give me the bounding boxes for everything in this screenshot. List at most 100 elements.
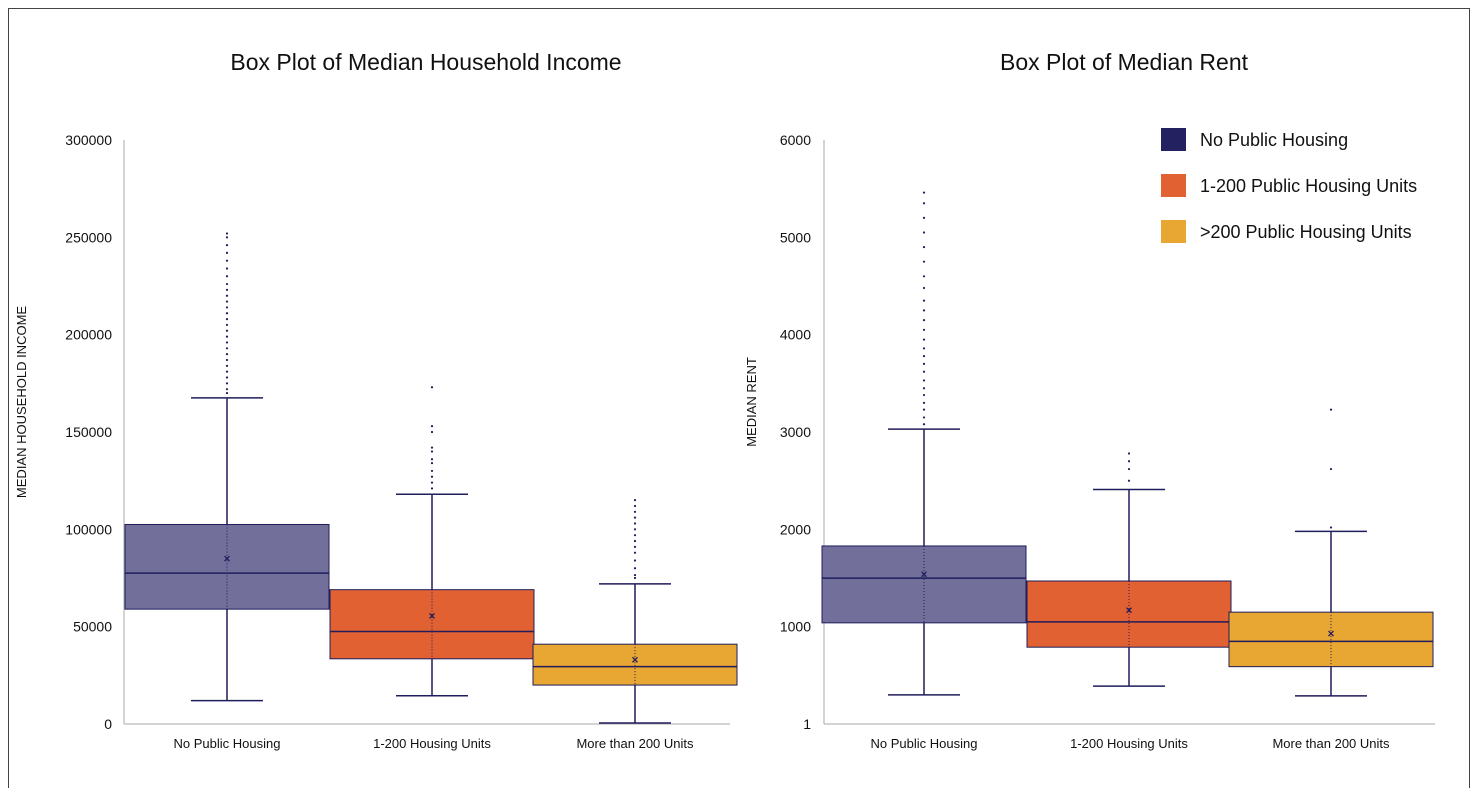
rent-outlier-point [922,379,926,382]
rent-box-group [1228,408,1434,697]
rent-outlier-point [922,318,926,322]
rent-outlier-point [922,328,926,331]
rent-outlier-point [1329,467,1333,471]
rent-mean-marker [1126,607,1132,614]
income-outlier-point [225,312,229,315]
income-outlier-point [225,376,229,379]
rent-mean-marker [1328,630,1334,637]
income-outlier-point [225,341,229,344]
rent-y-tick-label: 3000 [780,424,811,440]
rent-outlier-point [922,260,926,263]
income-outlier-point [430,386,434,389]
income-outlier-point [430,462,434,465]
rent-outlier-point [1127,460,1131,463]
rent-boxes [821,191,1434,697]
income-outlier-point [633,576,637,580]
rent-y-tick-label: 5000 [780,229,811,245]
rent-outlier-point [922,245,926,249]
rent-mean-marker [921,571,927,578]
income-outlier-point [430,458,434,461]
income-x-ticks: No Public Housing 1-200 Housing Units More… [174,736,695,751]
income-outlier-point [225,294,229,297]
income-outlier-point [225,300,229,303]
income-outlier-point [633,559,637,562]
income-outlier-point [225,267,229,270]
legend-label-no-public-housing: No Public Housing [1200,130,1348,150]
rent-outlier-point [1329,408,1333,411]
legend: No Public Housing 1-200 Public Housing U… [1161,128,1417,243]
income-box-group [124,232,330,702]
income-y-tick-label: 300000 [65,132,112,148]
income-outlier-point [430,430,434,434]
rent-y-tick-label: 4000 [780,327,811,343]
income-x-tick-label: More than 200 Units [576,736,694,751]
income-outlier-point [225,353,229,356]
legend-label-more-than-200-units: >200 Public Housing Units [1200,222,1412,242]
income-outlier-point [633,551,637,554]
rent-outlier-point [922,202,926,205]
income-outlier-point [225,370,229,373]
rent-y-tick-label: 6000 [780,132,811,148]
income-outlier-point [225,382,229,385]
rent-outlier-point [1127,467,1131,471]
income-outlier-point [225,358,229,362]
chart-frame [8,8,1470,788]
income-box-plot: Box Plot of Median Household Income MEDI… [14,49,738,751]
rent-outlier-point [922,387,926,390]
rent-x-tick-label: More than 200 Units [1272,736,1390,751]
income-y-tick-label: 50000 [73,619,112,635]
income-outlier-point [430,446,434,449]
rent-x-ticks: No Public Housing 1-200 Housing Units More… [871,736,1391,751]
rent-box-group [821,191,1027,696]
rent-outlier-point [922,231,926,234]
legend-swatch-no-public-housing [1161,128,1186,151]
income-outlier-point [225,329,229,332]
income-box-group [329,386,535,697]
income-outlier-point [225,391,229,395]
rent-outlier-point [922,338,926,341]
rent-outlier-point [922,401,926,404]
income-outlier-point [225,282,229,286]
income-outlier-point [633,516,637,519]
income-chart-title: Box Plot of Median Household Income [230,49,621,75]
income-x-tick-label: 1-200 Housing Units [373,736,491,751]
rent-box-group [1026,452,1232,687]
income-outlier-point [633,504,637,508]
income-outlier-point [225,364,229,367]
rent-outlier-point [922,216,926,219]
rent-y-tick-label: 2000 [780,521,811,537]
income-mean-marker [632,656,638,663]
income-y-ticks: 0 50000 100000 150000 200000 250000 300000 [65,132,112,732]
income-boxes [124,232,738,724]
income-y-tick-label: 100000 [65,521,112,537]
income-outlier-point [225,335,229,338]
income-outlier-point [225,306,229,309]
income-outlier-point [633,499,637,502]
rent-outlier-point [1329,526,1333,529]
legend-label-1-200-units: 1-200 Public Housing Units [1200,176,1417,196]
rent-outlier-point [922,299,926,302]
income-outlier-point [430,450,434,453]
income-outlier-point [225,236,229,239]
rent-outlier-point [922,423,926,426]
income-outlier-point [633,545,637,548]
rent-box-plot: Box Plot of Median Rent MEDIAN RENT 1 100… [744,49,1435,751]
rent-outlier-point [922,416,926,419]
income-outlier-point [633,567,637,570]
income-y-tick-label: 250000 [65,229,112,245]
income-outlier-point [430,425,434,428]
income-outlier-point [430,469,434,473]
income-outlier-point [633,573,637,577]
income-outlier-point [225,232,229,235]
income-outlier-point [633,539,637,543]
income-x-tick-label: No Public Housing [174,736,281,751]
rent-outlier-point [922,362,926,366]
rent-chart-title: Box Plot of Median Rent [1000,49,1249,75]
rent-y-axis-label: MEDIAN RENT [744,357,759,447]
rent-box [821,545,1027,624]
rent-outlier-point [1127,452,1131,455]
rent-outlier-point [922,286,926,290]
legend-swatch-1-200-units [1161,174,1186,197]
rent-outlier-point [922,408,926,411]
